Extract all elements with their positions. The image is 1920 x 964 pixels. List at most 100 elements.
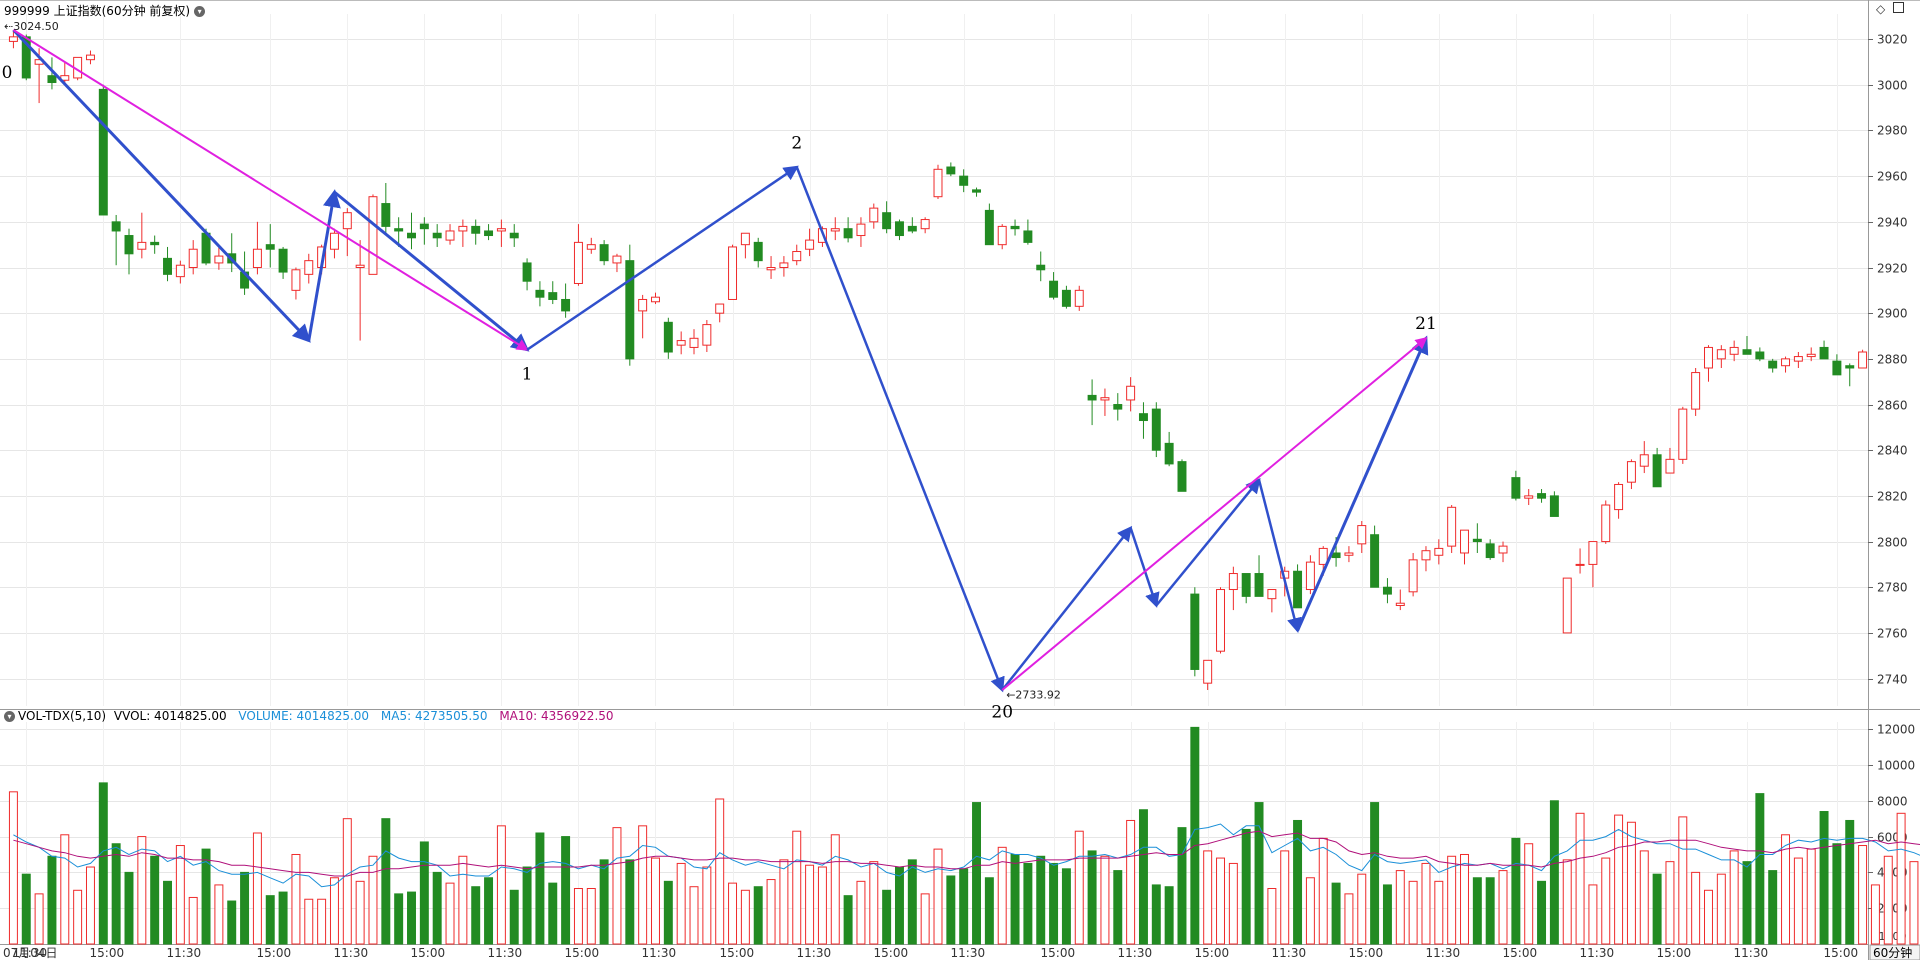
candle-up xyxy=(1793,356,1803,362)
price-tick-label: 2840 xyxy=(1877,444,1908,458)
main-chart-header: 999999 上证指数(60分钟 前复权) ▾ xyxy=(4,2,206,19)
volume-bar-up xyxy=(1498,870,1508,945)
candle-up xyxy=(175,264,185,278)
volume-bar-up xyxy=(1421,862,1431,945)
volume-bar-down xyxy=(265,895,275,945)
vvol-value: VVOL: 4014825.00 xyxy=(113,709,227,723)
volume-bar-up xyxy=(779,859,789,945)
wave-line-blue xyxy=(1296,335,1429,632)
candle-up xyxy=(1100,397,1110,401)
time-tick-label: 15:00 xyxy=(1657,946,1692,960)
volume-bar-up xyxy=(188,896,198,945)
volume-bar-down xyxy=(1293,819,1303,945)
candle-down xyxy=(663,321,673,353)
volume-bar-down xyxy=(1241,828,1251,945)
candle-up xyxy=(1524,495,1534,499)
volume-bar-down xyxy=(21,873,31,945)
candle-down xyxy=(1331,552,1341,559)
volume-bar-up xyxy=(1216,857,1225,945)
volume-bar-up xyxy=(73,889,83,945)
volume-bar-down xyxy=(894,866,904,945)
candle-up xyxy=(1498,545,1508,554)
price-tick-label: 2880 xyxy=(1877,353,1908,367)
volume-bar-up xyxy=(252,832,262,945)
volume-bar-down xyxy=(663,880,673,945)
time-tick-label: 11:30 xyxy=(642,946,677,960)
time-tick-label: 07月04日 xyxy=(3,946,58,960)
volume-bar-up xyxy=(291,853,301,945)
candle-down xyxy=(1755,351,1765,360)
wave-line-blue xyxy=(1001,525,1133,691)
panel-icon[interactable] xyxy=(1893,2,1904,13)
volume-bar-up xyxy=(368,855,378,945)
candle-up xyxy=(856,223,866,237)
time-tick-label: 15:00 xyxy=(874,946,909,960)
candle-down xyxy=(1049,280,1059,298)
volume-bar-down xyxy=(201,848,211,945)
volume-bar-down xyxy=(946,875,956,945)
dropdown-icon[interactable]: ▾ xyxy=(194,6,206,17)
volume-bar-down xyxy=(1511,837,1521,945)
time-tick-label: 15:00 xyxy=(1824,946,1859,960)
candle-up xyxy=(920,219,930,230)
candle-down xyxy=(278,248,288,273)
volume-bar-down xyxy=(150,855,160,945)
candle-down xyxy=(1036,264,1046,271)
candle-down xyxy=(1549,495,1559,517)
candle-up xyxy=(1447,506,1457,547)
volume-bar-up xyxy=(342,818,352,945)
candle-up xyxy=(1665,458,1675,474)
time-tick-label: 11:30 xyxy=(1426,946,1461,960)
volume-bar-down xyxy=(1023,862,1033,945)
volume-bar-up xyxy=(702,866,712,945)
volume-bar-up xyxy=(1909,861,1919,945)
candle-down xyxy=(894,221,904,237)
volume-bar-up xyxy=(1126,819,1136,945)
candle-up xyxy=(355,264,365,269)
candle-up xyxy=(1781,358,1791,367)
volume-bar-down xyxy=(1652,873,1662,945)
time-tick-label: 11:30 xyxy=(334,946,369,960)
candle-up xyxy=(651,296,660,303)
candle-up xyxy=(573,241,583,284)
volume-bar-down xyxy=(548,882,558,945)
time-tick-label: 15:00 xyxy=(1349,946,1384,960)
volume-bar-up xyxy=(317,898,327,945)
volume-bar-up xyxy=(1203,850,1213,945)
candle-up xyxy=(1395,602,1405,607)
volume-bar-down xyxy=(394,893,404,945)
candle-down xyxy=(972,189,982,193)
volume-value: VOLUME: 4014825.00 xyxy=(238,709,370,723)
candle-up xyxy=(137,241,147,250)
candle-up xyxy=(1421,550,1431,561)
candle-down xyxy=(959,175,969,186)
volume-bar-up xyxy=(329,877,339,945)
volume-bar-up xyxy=(214,884,224,945)
candle-down xyxy=(1023,230,1033,243)
dropdown-icon[interactable]: ▾ xyxy=(4,711,15,722)
time-tick-label: 15:00 xyxy=(1041,946,1076,960)
candle-up xyxy=(368,196,378,275)
candle-down xyxy=(47,75,57,84)
price-tick-label: 2980 xyxy=(1877,124,1908,138)
time-tick-label: 11:30 xyxy=(1734,946,1769,960)
candle-up xyxy=(715,303,725,314)
diamond-icon[interactable]: ◇ xyxy=(1875,2,1886,16)
volume-bar-down xyxy=(882,889,892,945)
wave-line-magenta xyxy=(12,29,529,351)
candle-up xyxy=(792,251,802,262)
candle-up xyxy=(1858,351,1868,369)
volume-bar-up xyxy=(1357,873,1367,945)
volume-bar-up xyxy=(1318,837,1328,945)
volume-bar-down xyxy=(753,886,763,945)
candle-up xyxy=(252,248,262,269)
wave-label: 0 xyxy=(2,63,13,83)
wave-line-blue xyxy=(333,190,530,352)
candle-up xyxy=(933,168,943,198)
volume-bar-down xyxy=(1382,884,1392,945)
candle-up xyxy=(740,232,750,246)
volume-bar-up xyxy=(1408,880,1418,945)
candle-down xyxy=(753,241,763,262)
candle-up xyxy=(1626,461,1636,483)
candle-down xyxy=(1164,442,1174,465)
